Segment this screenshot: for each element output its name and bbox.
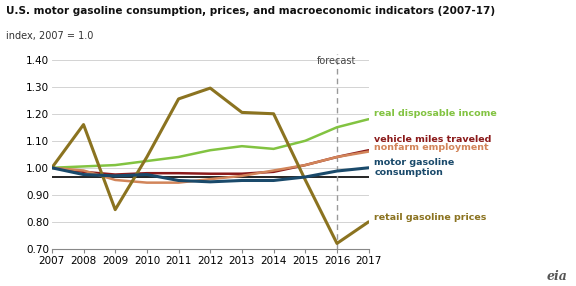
Text: retail gasoline prices: retail gasoline prices <box>374 213 487 222</box>
Text: vehicle miles traveled: vehicle miles traveled <box>374 135 492 144</box>
Text: real disposable income: real disposable income <box>374 109 497 118</box>
Text: motor gasoline
consumption: motor gasoline consumption <box>374 158 454 178</box>
Text: index, 2007 = 1.0: index, 2007 = 1.0 <box>6 31 93 41</box>
Text: forecast: forecast <box>317 56 357 66</box>
Text: nonfarm employment: nonfarm employment <box>374 143 489 152</box>
Text: U.S. motor gasoline consumption, prices, and macroeconomic indicators (2007-17): U.S. motor gasoline consumption, prices,… <box>6 6 495 16</box>
Text: eia: eia <box>547 270 567 283</box>
